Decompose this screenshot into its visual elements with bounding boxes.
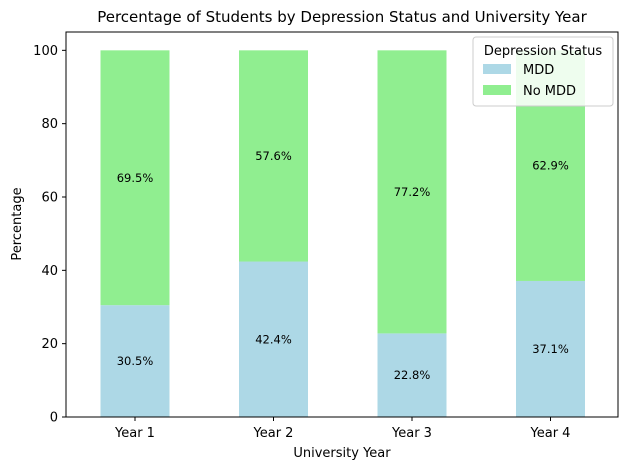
legend-swatch-mdd bbox=[483, 64, 511, 74]
y-tick-label: 100 bbox=[33, 44, 58, 59]
data-label-no-mdd-3: 77.2% bbox=[394, 185, 431, 199]
bar-mdd-4 bbox=[516, 280, 585, 417]
bar-mdd-3 bbox=[377, 333, 447, 417]
y-axis-label: Percentage bbox=[10, 187, 25, 260]
legend-label-mdd: MDD bbox=[523, 63, 554, 78]
x-tick-label: Year 4 bbox=[530, 426, 571, 441]
plot-area: 30.5% 69.5% Year 1 42.4% 57.6% Year 2 22.8% 77.… bbox=[33, 44, 585, 441]
data-label-mdd-2: 42.4% bbox=[255, 332, 292, 346]
data-label-mdd-3: 22.8% bbox=[394, 368, 431, 382]
data-label-no-mdd-4: 62.9% bbox=[532, 159, 569, 173]
y-tick-label: 20 bbox=[41, 337, 58, 352]
bar-mdd-1 bbox=[100, 305, 170, 417]
x-axis-label: University Year bbox=[293, 446, 391, 461]
bar-no-mdd-1 bbox=[100, 50, 170, 306]
bar-no-mdd-2 bbox=[239, 50, 308, 262]
bar-no-mdd-3 bbox=[377, 50, 447, 334]
data-label-no-mdd-1: 69.5% bbox=[117, 171, 154, 185]
x-tick-label: Year 3 bbox=[391, 426, 432, 441]
plot-frame bbox=[65, 31, 619, 418]
data-label-mdd-4: 37.1% bbox=[532, 342, 569, 356]
y-tick-label: 60 bbox=[41, 191, 58, 206]
chart-title: Percentage of Students by Depression Sta… bbox=[97, 8, 587, 26]
y-tick-label: 40 bbox=[41, 264, 58, 279]
x-tick-label: Year 1 bbox=[114, 426, 155, 441]
x-tick-label: Year 2 bbox=[253, 426, 294, 441]
data-label-no-mdd-2: 57.6% bbox=[255, 149, 292, 163]
legend-label-no-mdd: No MDD bbox=[523, 84, 576, 99]
legend-title: Depression Status bbox=[484, 44, 602, 59]
bar-mdd-2 bbox=[239, 261, 308, 417]
data-label-mdd-1: 30.5% bbox=[117, 354, 154, 368]
y-tick-label: 80 bbox=[41, 117, 58, 132]
legend: Depression Status MDD No MDD bbox=[472, 36, 614, 107]
y-tick-label: 0 bbox=[50, 411, 58, 426]
legend-swatch-no-mdd bbox=[483, 85, 511, 95]
